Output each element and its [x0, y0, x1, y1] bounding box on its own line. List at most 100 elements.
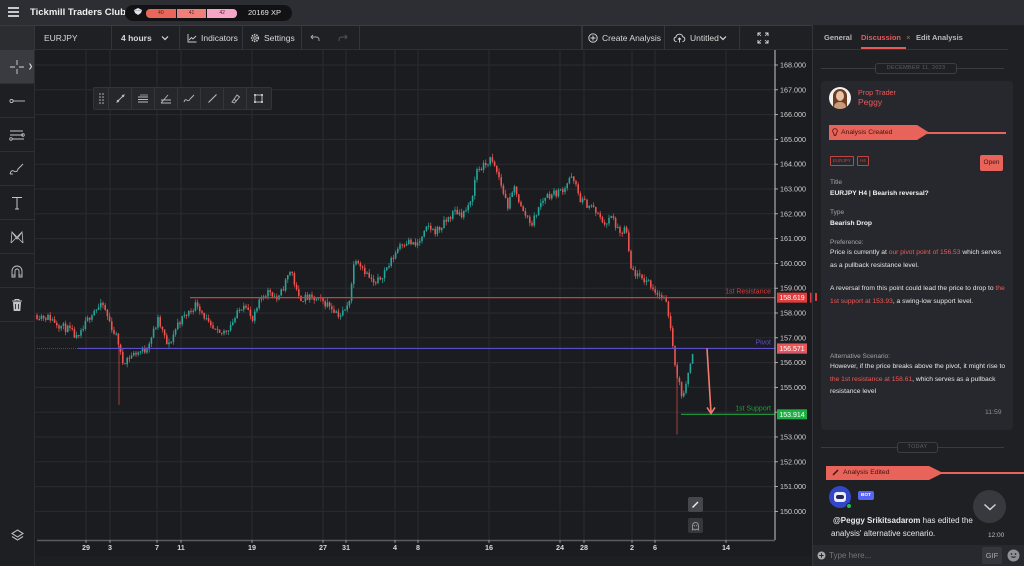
candle-body [342, 310, 344, 316]
price-tick-label: 166.000 [780, 110, 806, 119]
drag-handle[interactable] [94, 88, 109, 109]
open-analysis-button[interactable]: Open [980, 155, 1003, 171]
add-attachment-icon[interactable] [817, 551, 826, 560]
type-value: Bearish Drop [830, 220, 872, 227]
rank-badge-icon [134, 8, 142, 15]
layers-button[interactable] [10, 528, 25, 543]
level-annotations[interactable]: 1st Resistance Pivot 1st Support [78, 289, 775, 415]
candle-body [471, 195, 474, 202]
symbol-tag[interactable]: EURJPY [830, 156, 854, 166]
analysis-edited-tag: Analysis Edited [826, 466, 943, 480]
edit-drawing-button[interactable] [688, 497, 703, 512]
candle-body [137, 352, 139, 355]
user-mention[interactable]: @Peggy Srikitsadarom [833, 516, 921, 525]
indicators-button[interactable]: Indicators [180, 26, 243, 50]
redo-button[interactable] [331, 26, 360, 50]
scroll-to-bottom-button[interactable] [973, 490, 1006, 523]
candle-body [247, 307, 249, 310]
floating-drawing-toolbar [93, 87, 272, 110]
undo-button[interactable] [302, 26, 331, 50]
settings-button[interactable]: Settings [243, 26, 302, 50]
candle-body [291, 271, 293, 274]
gif-button[interactable]: GIF [982, 547, 1002, 564]
eraser-button[interactable] [224, 88, 247, 109]
menu-icon[interactable] [8, 7, 19, 17]
line-button[interactable] [201, 88, 224, 109]
symbol-selector[interactable]: EURJPY [35, 26, 112, 50]
candle-body [339, 315, 342, 317]
candle-body [344, 309, 346, 311]
fullscreen-button[interactable] [740, 26, 790, 50]
candle-body [449, 217, 452, 219]
create-analysis-button[interactable]: Create Analysis [582, 26, 665, 50]
candle-body [632, 268, 634, 271]
candle-body [511, 192, 513, 197]
horizontal-line-tool[interactable] [0, 84, 34, 118]
tab-general[interactable]: General [824, 33, 852, 42]
pen-button[interactable] [178, 88, 201, 109]
brush-tool[interactable] [0, 152, 34, 186]
price-tick-label: 161.000 [780, 234, 806, 243]
chevron-down-icon [983, 503, 996, 510]
candle-body [577, 184, 579, 194]
xp-progress-pill[interactable]: 40 41 42 20169 XP [125, 5, 292, 21]
candle-body [130, 355, 133, 359]
layout-dropdown[interactable]: Untitled [665, 26, 740, 50]
candle-body [223, 330, 225, 334]
candle-body [170, 341, 172, 343]
lines-button[interactable] [132, 88, 155, 109]
candle-body [166, 335, 168, 345]
candle-body [106, 309, 109, 317]
candle-body [254, 311, 256, 321]
author-name[interactable]: Peggy [858, 97, 883, 107]
message-input[interactable] [829, 548, 979, 563]
candle-body [507, 198, 509, 209]
chevron-right-icon[interactable]: ❯ [27, 64, 33, 70]
time-tick-label: 16 [485, 543, 493, 552]
analysis-edited-label: Analysis Edited [843, 469, 890, 476]
trend-line-button[interactable] [109, 88, 132, 109]
candle-body [188, 310, 190, 316]
candle-body [584, 198, 586, 200]
pattern-icon [10, 230, 24, 243]
channel-tool[interactable] [0, 118, 34, 152]
grip-icon [98, 93, 104, 104]
candle-body [214, 328, 216, 330]
tab-discussion[interactable]: Discussion × [861, 33, 911, 42]
tab-edit-analysis[interactable]: Edit Analysis [916, 33, 963, 42]
candle-body [40, 315, 43, 320]
time-tick-label: 28 [580, 543, 588, 552]
close-icon[interactable]: × [906, 33, 911, 42]
emoji-icon[interactable] [1007, 549, 1020, 562]
candle-body [357, 261, 359, 264]
author-avatar[interactable] [829, 87, 851, 109]
timeframe-tag[interactable]: H4 [857, 156, 869, 166]
candle-body [174, 329, 177, 335]
bot-avatar[interactable] [829, 486, 852, 509]
candle-body [179, 322, 181, 325]
drawing-tools-sidebar: ❯ [0, 50, 35, 566]
candle-body [414, 242, 417, 246]
candle-body [67, 325, 69, 332]
hide-drawings-button[interactable] [688, 518, 703, 533]
candle-body [328, 302, 331, 307]
rectangle-button[interactable] [247, 88, 270, 109]
interval-dropdown[interactable]: 4 hours [112, 26, 180, 50]
pattern-tool[interactable] [0, 220, 34, 254]
crosshair-tool[interactable]: ❯ [0, 50, 34, 84]
candle-body [641, 274, 643, 279]
candle-body [432, 228, 434, 230]
delete-tool[interactable] [0, 288, 34, 322]
time-axis[interactable]: 29 3 7 11 19 27 31 4 8 16 24 28 2 6 14 [35, 539, 812, 556]
price-axis[interactable]: 168.000 167.000 166.000 165.000 164.000 163.0… [774, 50, 812, 540]
fib-button[interactable] [155, 88, 178, 109]
projection-arrow[interactable] [706, 348, 712, 413]
magnet-tool[interactable] [0, 254, 34, 288]
candle-body [379, 277, 381, 280]
text-tool[interactable] [0, 186, 34, 220]
brush-icon [9, 163, 24, 174]
level-handle[interactable] [810, 292, 812, 303]
price-tick-label: 165.000 [780, 135, 806, 144]
candle-body [295, 284, 298, 290]
